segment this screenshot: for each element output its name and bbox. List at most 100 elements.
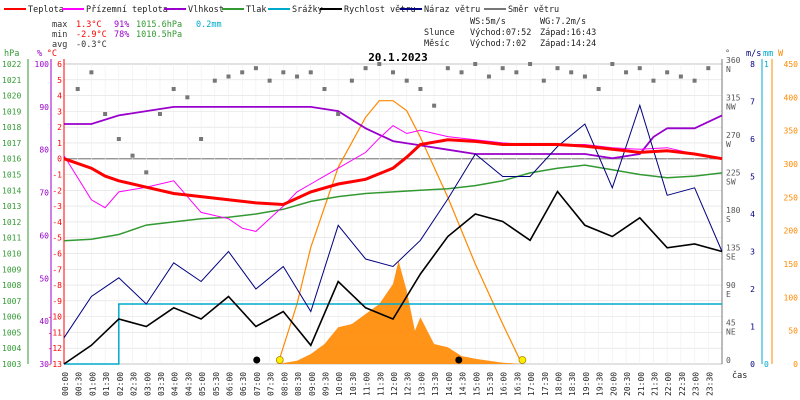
tick-dir-compass: E [726, 290, 731, 299]
tick-time: 23:00 [692, 372, 701, 396]
tick-dir-compass: N [726, 65, 731, 74]
stat-min-temp: -2.9°C [76, 30, 107, 40]
point-wind-direction [199, 137, 204, 141]
legend-label-3: Tlak [246, 5, 266, 15]
tick-dir: 315 [726, 94, 741, 103]
point-wind-direction [582, 74, 587, 79]
tick-time: 16:30 [513, 372, 522, 396]
point-wind-direction [678, 74, 683, 79]
tick-dir-compass: NW [726, 103, 736, 112]
point-wind-direction [212, 78, 217, 83]
legend-label-5: Rychlost větru [344, 5, 416, 15]
info-wg: WG:7.2m/s [540, 17, 586, 27]
info-panel: WS:5m/s WG:7.2m/s Slunce Východ:07:52 Zá… [424, 17, 596, 49]
stat-max-press: 1015.6hPa [136, 20, 182, 30]
chart-legend: Teplota Přízemní teplota Vlhkost Tlak Srážky… [4, 5, 559, 15]
point-wind-direction [363, 66, 368, 71]
tick-pct: 30 [39, 360, 49, 369]
series-temperature [63, 138, 723, 207]
tick-time: 18:30 [568, 372, 577, 396]
tick-wind: 2 [750, 285, 755, 294]
point-wind-direction [295, 74, 300, 79]
marker-sun-set [518, 356, 527, 364]
legend-label-1: Přízemní teplota [86, 5, 168, 15]
tick-dir: 360 [726, 56, 741, 65]
tick-temp: -7 [52, 265, 62, 274]
tick-time: 18:00 [555, 372, 564, 396]
tick-temp: 0 [57, 155, 62, 164]
tick-temp: -1 [52, 171, 62, 180]
tick-dir: 225 [726, 169, 741, 178]
stat-max-hum: 91% [114, 20, 129, 30]
tick-hpa: 1008 [2, 281, 21, 290]
tick-temp: -4 [52, 218, 62, 227]
marker-sun-rise [275, 356, 284, 364]
tick-wind: 3 [750, 248, 755, 257]
legend-label-4: Srážky [292, 5, 323, 15]
tick-temp: 6 [57, 60, 62, 69]
tick-temp: -8 [52, 281, 62, 290]
stat-min-label: min [52, 30, 67, 40]
tick-hpa: 1016 [2, 155, 21, 164]
tick-time: 10:30 [349, 372, 358, 396]
tick-time: 23:30 [705, 372, 714, 396]
tick-rad: 400 [784, 93, 799, 102]
tick-hpa: 1012 [2, 218, 21, 227]
tick-hpa: 1014 [2, 186, 21, 195]
tick-time: 03:00 [143, 372, 152, 396]
point-wind-direction [541, 78, 546, 83]
axis-wind-unit: m/s [746, 49, 761, 59]
tick-hpa: 1007 [2, 297, 21, 306]
tick-pct: 40 [39, 317, 49, 326]
tick-rad: 250 [784, 193, 799, 202]
tick-dir-compass: SE [726, 253, 736, 262]
point-wind-direction [391, 70, 395, 75]
legend-label-2: Vlhkost [188, 5, 224, 15]
point-wind-direction [500, 66, 505, 71]
tick-temp: -9 [52, 297, 62, 306]
tick-pct: 70 [39, 189, 49, 198]
tick-rad: 200 [784, 227, 799, 236]
axis-rain-unit: mm [763, 49, 773, 59]
tick-dir: 0 [726, 356, 731, 365]
tick-dir-compass: S [726, 215, 731, 224]
tick-rad: 0 [793, 360, 798, 369]
info-mesic-rise: Východ:7:02 [470, 39, 526, 49]
info-mesic-label: Měsíc [424, 39, 450, 49]
tick-wind: 5 [750, 173, 755, 182]
tick-time: 01:00 [88, 372, 97, 396]
point-wind-direction [171, 87, 176, 91]
tick-time: 15:30 [486, 372, 495, 396]
point-wind-direction [432, 103, 437, 108]
point-wind-direction [103, 112, 108, 116]
point-wind-direction [651, 78, 656, 83]
tick-time: 03:30 [157, 372, 166, 396]
point-wind-direction [459, 70, 464, 75]
series-wind-gust [63, 103, 723, 339]
axis-temp-unit: °C [47, 49, 57, 59]
info-ws: WS:5m/s [470, 17, 506, 27]
info-slunce-set: Západ:16:43 [540, 28, 596, 38]
tick-dir: 180 [726, 206, 741, 215]
tick-hpa: 1022 [2, 60, 21, 69]
plot-grid [63, 63, 723, 365]
tick-dir-compass: NE [726, 328, 736, 337]
chart-title: 20.1.2023 [368, 51, 428, 64]
tick-rad: 100 [784, 293, 799, 302]
tick-rad: 350 [784, 127, 799, 136]
tick-pct: 100 [35, 60, 50, 69]
info-mesic-set: Západ:14:24 [540, 39, 596, 49]
tick-pct: 80 [39, 146, 49, 155]
marker-layer [253, 356, 527, 364]
series-pressure [63, 164, 723, 242]
left-axes: hPa% °C1003100410051006100710081009101010… [2, 49, 65, 369]
series-humidity [64, 106, 723, 160]
point-wind-direction [624, 70, 629, 75]
point-wind-direction [706, 66, 711, 71]
point-wind-direction [445, 66, 450, 71]
tick-time: 00:30 [75, 372, 84, 396]
tick-dir: 45 [726, 319, 736, 328]
point-wind-direction [185, 95, 190, 100]
tick-time: 14:00 [445, 372, 454, 396]
